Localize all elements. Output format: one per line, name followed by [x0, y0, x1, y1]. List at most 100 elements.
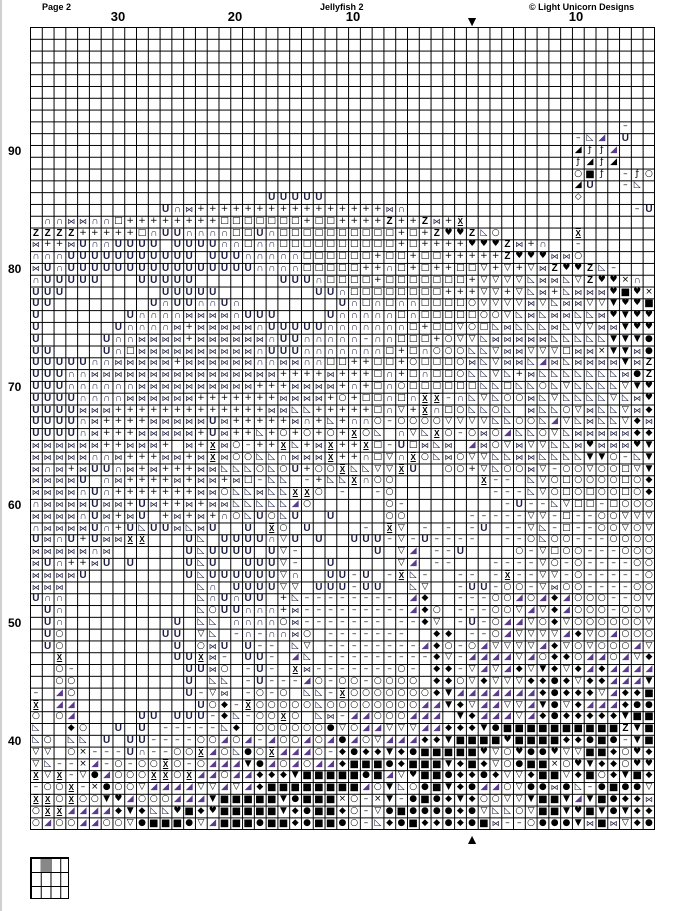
stitch-symbol-open-square: □ — [585, 499, 595, 509]
stitch-symbol-bowtie: ⋈ — [90, 405, 99, 415]
stitch-symbol-outline-corner-triangle: ◺ — [480, 381, 488, 391]
stitch-symbol-dash: – — [528, 569, 534, 580]
stitch-symbol-open-down-triangle: ▽ — [445, 416, 452, 427]
stitch-symbol-bowtie: ⋈ — [515, 441, 524, 450]
stitch-symbol-u-shape: U — [44, 357, 52, 369]
stitch-symbol-colored-half-triangle: ◢ — [268, 735, 276, 745]
stitch-symbol-open-square: □ — [420, 333, 430, 344]
stitch-symbol-filled-down-triangle: ▼ — [621, 310, 629, 321]
stitch-symbol-open-down-triangle: ▽ — [492, 758, 500, 769]
stitch-symbol-dash: – — [611, 581, 616, 592]
stitch-symbol-open-circle: ○ — [279, 699, 288, 710]
stitch-symbol-open-circle: ○ — [255, 463, 264, 474]
stitch-symbol-u-shape: U — [232, 263, 240, 274]
stitch-symbol-open-down-triangle: ▽ — [492, 746, 500, 757]
stitch-symbol-outline-corner-triangle: ◺ — [150, 805, 158, 816]
stitch-symbol-u-shape: U — [44, 298, 52, 310]
stitch-symbol-dash: – — [387, 416, 392, 427]
stitch-symbol-bowtie: ⋈ — [126, 393, 135, 403]
stitch-symbol-filled-down-triangle: ▼ — [610, 333, 618, 344]
stitch-symbol-bowtie: ⋈ — [173, 429, 182, 439]
stitch-symbol-open-circle: ○ — [350, 676, 359, 686]
stitch-symbol-open-circle: ○ — [538, 617, 547, 627]
stitch-symbol-open-circle: ○ — [43, 782, 52, 793]
stitch-symbol-bowtie: ⋈ — [515, 358, 524, 368]
stitch-symbol-open-circle: ○ — [303, 699, 311, 710]
stitch-symbol-dash: – — [245, 687, 251, 698]
stitch-symbol-u-shape: U — [220, 546, 229, 558]
stitch-symbol-heart: ♥ — [444, 227, 453, 238]
stitch-symbol-bowtie: ⋈ — [444, 452, 453, 462]
stitch-symbol-open-down-triangle: ▽ — [527, 617, 535, 627]
stitch-symbol-open-circle: ○ — [350, 817, 359, 828]
stitch-symbol-open-circle: ○ — [255, 699, 264, 710]
stitch-symbol-u-shape: U — [244, 640, 252, 652]
stitch-symbol-cap-shape: ∩ — [103, 487, 111, 499]
stitch-symbol-filled-circle: ● — [291, 794, 300, 804]
stitch-symbol-u-shape: U — [91, 251, 99, 263]
stitch-symbol-open-circle: ○ — [550, 558, 559, 568]
stitch-symbol-outline-corner-triangle: ◺ — [232, 487, 240, 498]
stitch-symbol-filled-circle: ● — [609, 805, 618, 816]
stitch-symbol-dash: – — [469, 605, 475, 616]
stitch-symbol-bowtie: ⋈ — [232, 476, 241, 486]
chart-title: Jellyfish 2 — [320, 2, 364, 12]
stitch-symbol-open-circle: ○ — [645, 628, 653, 639]
stitch-symbol-bowtie: ⋈ — [43, 441, 52, 450]
stitch-symbol-filled-circle: ● — [303, 817, 311, 828]
stitch-symbol-filled-down-triangle: ▼ — [633, 723, 641, 734]
stitch-symbol-dash: – — [528, 546, 534, 557]
stitch-symbol-dash: – — [587, 522, 593, 533]
stitch-symbol-colored-half-triangle: ◢ — [480, 640, 488, 651]
stitch-symbol-u-shape: U — [220, 605, 229, 617]
stitch-symbol-filled-diamond: ◆ — [456, 782, 464, 793]
stitch-symbol-open-down-triangle: ▽ — [539, 463, 547, 474]
stitch-symbol-cap-shape: ∩ — [173, 204, 181, 215]
stitch-symbol-z-letter: Z — [551, 263, 558, 274]
stitch-symbol-bowtie: ⋈ — [220, 346, 229, 356]
stitch-symbol-heart: ♥ — [574, 758, 583, 769]
stitch-symbol-open-circle: ○ — [362, 735, 370, 745]
stitch-symbol-dash: – — [387, 664, 392, 675]
stitch-symbol-cap-shape: ∩ — [256, 263, 264, 274]
stitch-symbol-filled-diamond: ◆ — [256, 770, 264, 781]
stitch-symbol-filled-diamond: ◆ — [468, 723, 476, 734]
stitch-symbol-open-square: □ — [621, 475, 630, 486]
stitch-symbol-u-shape: U — [256, 593, 264, 605]
stitch-symbol-bowtie: ⋈ — [55, 452, 64, 462]
stitch-symbol-filled-diamond: ◆ — [445, 794, 452, 804]
stitch-symbol-filled-circle: ● — [385, 758, 394, 769]
stitch-symbol-open-circle: ○ — [114, 782, 123, 793]
stitch-symbol-filled-down-triangle: ▼ — [586, 794, 594, 804]
stitch-symbol-plus: + — [208, 510, 217, 521]
stitch-symbol-plus: + — [138, 475, 146, 486]
stitch-symbol-colored-half-triangle: ◢ — [610, 676, 618, 686]
stitch-symbol-filled-diamond: ◆ — [562, 711, 570, 722]
stitch-symbol-open-circle: ○ — [220, 664, 229, 675]
stitch-symbol-open-square: □ — [314, 215, 324, 226]
stitch-symbol-plus: + — [43, 239, 52, 250]
stitch-symbol-cap-shape: ∩ — [268, 251, 276, 263]
stitch-symbol-filled-diamond: ◆ — [633, 416, 641, 427]
stitch-symbol-plus: + — [303, 215, 311, 226]
stitch-symbol-cap-shape: ∩ — [350, 381, 358, 392]
stitch-symbol-bowtie: ⋈ — [444, 441, 453, 450]
stitch-symbol-bowtie: ⋈ — [196, 523, 205, 533]
stitch-symbol-plus: + — [114, 487, 123, 498]
stitch-symbol-heart: ♥ — [633, 746, 642, 757]
stitch-symbol-u-shape: U — [374, 581, 382, 593]
stitch-symbol-bowtie: ⋈ — [220, 441, 229, 450]
stitch-symbol-cap-shape: ∩ — [103, 522, 111, 534]
stitch-symbol-outline-corner-triangle: ◺ — [197, 569, 205, 580]
stitch-symbol-outline-corner-triangle: ◺ — [480, 404, 488, 415]
stitch-symbol-open-circle: ○ — [291, 699, 300, 710]
stitch-symbol-open-circle: ○ — [479, 310, 488, 321]
stitch-symbol-outline-corner-triangle: ◺ — [291, 593, 299, 604]
stitch-symbol-outline-corner-triangle: ◺ — [574, 782, 582, 793]
stitch-symbol-hourglass: X — [280, 441, 287, 450]
stitch-symbol-filled-circle: ● — [527, 782, 535, 793]
stitch-symbol-cap-shape: ∩ — [633, 274, 641, 286]
stitch-symbol-u-shape: U — [67, 416, 75, 428]
stitch-symbol-open-circle: ○ — [491, 605, 500, 616]
stitch-symbol-filled-diamond: ◆ — [574, 687, 582, 698]
